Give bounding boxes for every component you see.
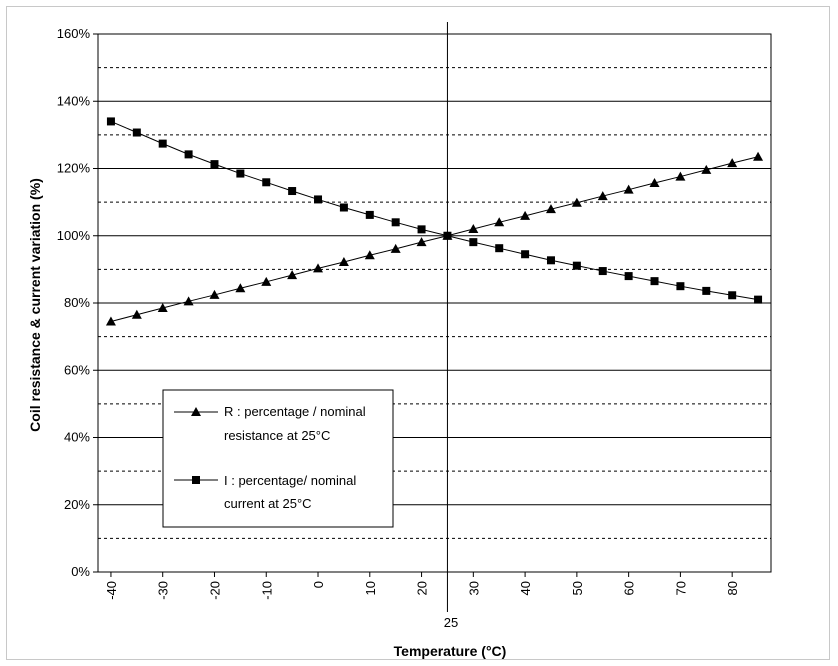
series-i-point <box>236 169 245 178</box>
series-r-point <box>157 303 168 313</box>
series-i-point <box>288 187 297 196</box>
series-r-point <box>597 191 608 201</box>
series-r-point <box>545 204 556 214</box>
series-i-point <box>106 117 115 126</box>
legend-box <box>162 389 394 528</box>
series-r-point <box>287 270 298 280</box>
x-tick-label: -10 <box>259 581 274 600</box>
series-r-point <box>416 237 427 247</box>
series-i-point <box>676 282 685 291</box>
legend-label-r-line2: resistance at 25°C <box>224 428 330 443</box>
series-i-point <box>598 267 607 276</box>
x-tick-label: 80 <box>725 581 740 595</box>
x-tick-label: 50 <box>570 581 585 595</box>
series-r-point <box>390 243 401 253</box>
legend-label-i-line2: current at 25°C <box>224 496 312 511</box>
x-axis-title: Temperature (°C) <box>394 643 507 659</box>
series-i-point <box>314 195 323 204</box>
series-i-point <box>184 150 193 159</box>
series-r-point <box>131 309 142 319</box>
series-i-line <box>110 120 759 301</box>
y-tick-label: 160% <box>57 26 91 41</box>
series-i-point <box>339 203 348 212</box>
y-tick-label: 60% <box>64 362 90 377</box>
x-tick-label: 60 <box>622 581 637 595</box>
series-i-point <box>391 218 400 227</box>
y-tick-label: 20% <box>64 497 90 512</box>
tick-label-layer: 0% 20% 40% 60% 80% 100% 120% 140% 160% -40 -30 -20 -… <box>57 26 740 600</box>
legend-triangle-marker <box>191 407 201 416</box>
y-axis-title: Coil resistance & current variation (%) <box>27 178 43 432</box>
series-i-point <box>262 178 271 187</box>
series-i-point <box>546 256 555 265</box>
series-r-line <box>110 156 759 322</box>
reference-line-label: 25 <box>444 615 458 630</box>
series-r-point <box>313 263 324 273</box>
y-tick-label: 100% <box>57 228 91 243</box>
y-tick-label: 140% <box>57 93 91 108</box>
series-r-point <box>520 210 531 220</box>
series-i-point <box>624 272 633 281</box>
series-i-point <box>521 250 530 259</box>
series-r-point <box>675 171 686 181</box>
series-r-point <box>261 276 272 286</box>
series-r-point <box>183 296 194 306</box>
axis-layer <box>93 22 772 612</box>
x-tick-label: 0 <box>311 581 326 588</box>
series-r-point <box>338 256 349 266</box>
x-tick-label: 30 <box>466 581 481 595</box>
series-i-point <box>754 295 763 304</box>
x-tick-label: -30 <box>156 581 171 600</box>
series-i-point <box>728 291 737 300</box>
legend-label-i-line1: I : percentage/ nominal <box>224 473 356 488</box>
series-i-point <box>650 277 659 286</box>
x-tick-label: 40 <box>518 581 533 595</box>
series-r-point <box>727 158 738 168</box>
x-tick-label: -20 <box>207 581 222 600</box>
series-r-point <box>649 177 660 187</box>
series-r-point <box>571 197 582 207</box>
series-r-point <box>468 224 479 234</box>
legend-label-r-line1: R : percentage / nominal <box>224 404 366 419</box>
legend: R : percentage / nominal resistance at 2… <box>162 389 394 528</box>
series-r-point <box>105 316 116 326</box>
series-r-point <box>235 283 246 293</box>
series-i-point <box>210 160 219 169</box>
series-i-point <box>158 139 167 148</box>
series-i-point <box>469 238 478 247</box>
series-i-point <box>417 225 426 234</box>
series-r-point <box>209 289 220 299</box>
x-tick-label: 70 <box>673 581 688 595</box>
series-i-point <box>365 210 374 219</box>
series-r-point <box>753 151 764 161</box>
grid-layer <box>98 67 771 539</box>
y-tick-label: 40% <box>64 430 90 445</box>
y-tick-label: 80% <box>64 295 90 310</box>
legend-square-marker <box>192 476 200 484</box>
chart-frame <box>6 6 830 660</box>
y-tick-label: 120% <box>57 161 91 176</box>
series-r-point <box>623 184 634 194</box>
series-i-point <box>132 128 141 137</box>
series-r-point <box>494 217 505 227</box>
series-i-point <box>495 244 504 253</box>
series-i-point <box>443 231 452 240</box>
series-layer <box>105 117 764 326</box>
x-tick-label: 10 <box>363 581 378 595</box>
y-tick-label: 0% <box>71 564 90 579</box>
series-r-point <box>701 164 712 174</box>
series-r-point <box>364 250 375 260</box>
x-tick-label: 20 <box>415 581 430 595</box>
x-tick-label: -40 <box>104 581 119 600</box>
series-i-point <box>572 261 581 270</box>
series-i-point <box>702 286 711 295</box>
